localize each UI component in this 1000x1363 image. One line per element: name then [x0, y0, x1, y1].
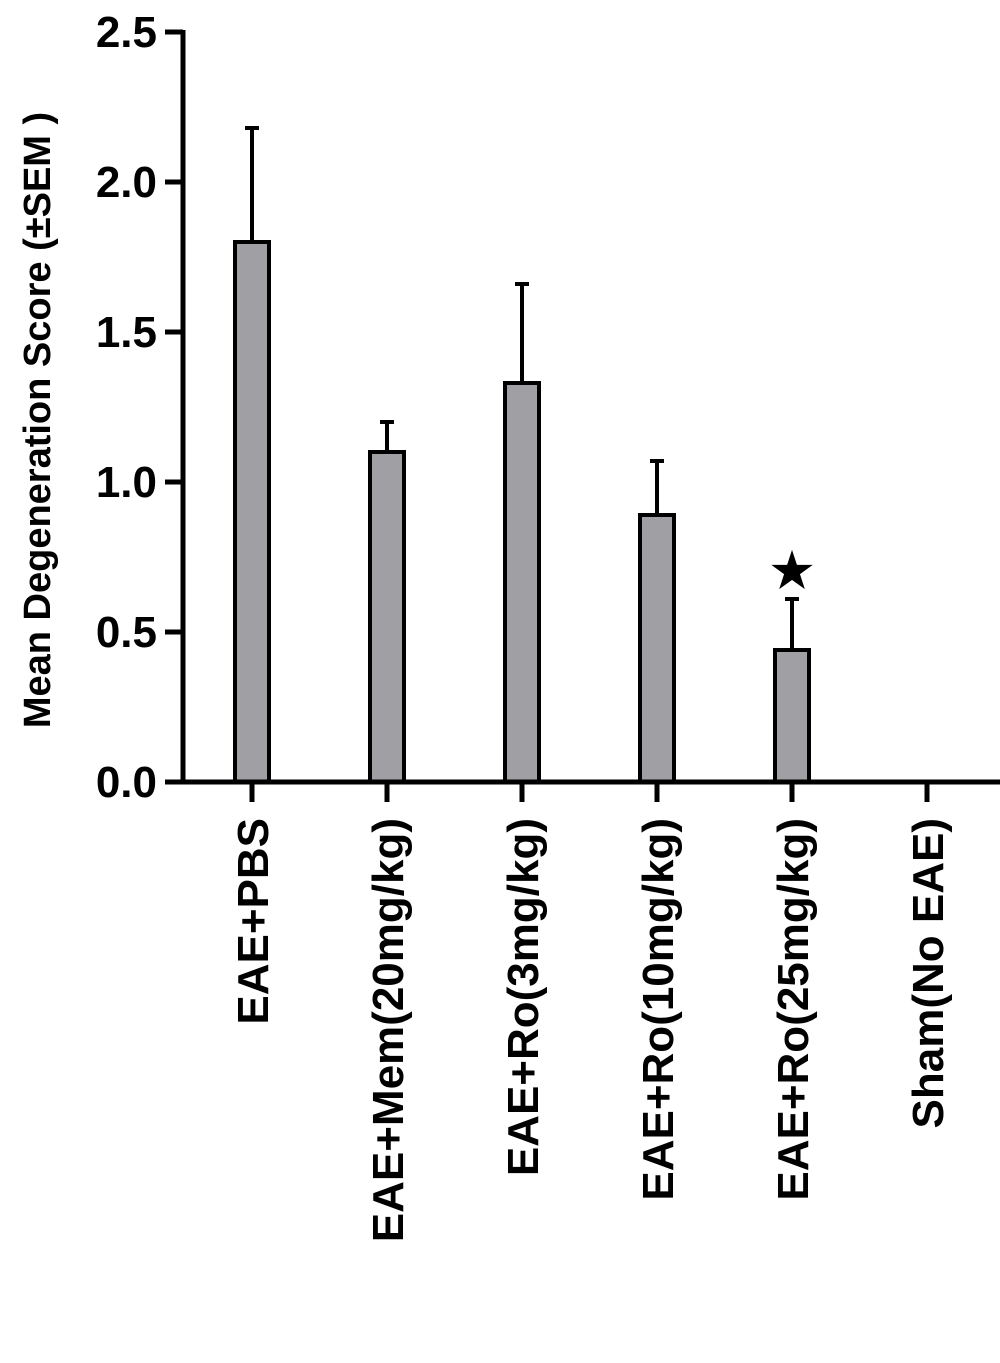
x-tick-label: Sham(No EAE) — [904, 818, 953, 1128]
bar — [638, 513, 676, 784]
y-tick-label: 1.5 — [96, 308, 157, 357]
x-tick-label: EAE+Ro(10mg/kg) — [634, 818, 683, 1201]
y-axis-label: Mean Degeneration Score (±SEM ) — [17, 112, 59, 728]
bar — [773, 648, 811, 784]
x-tick-label: EAE+Ro(25mg/kg) — [769, 818, 818, 1201]
y-tick-label: 2.0 — [96, 158, 157, 207]
significance-label: ★ — [770, 545, 813, 598]
y-tick-label: 1.0 — [96, 458, 157, 507]
bar — [233, 240, 271, 784]
y-tick-label: 0.5 — [96, 608, 157, 657]
y-tick-label: 2.5 — [96, 8, 157, 57]
bar — [368, 450, 406, 784]
x-tick-label: EAE+PBS — [229, 818, 278, 1025]
y-tick-label: 0.0 — [96, 758, 157, 807]
x-tick-label: EAE+Mem(20mg/kg) — [364, 818, 413, 1242]
x-tick-label: EAE+Ro(3mg/kg) — [499, 818, 548, 1176]
bar — [503, 381, 541, 784]
